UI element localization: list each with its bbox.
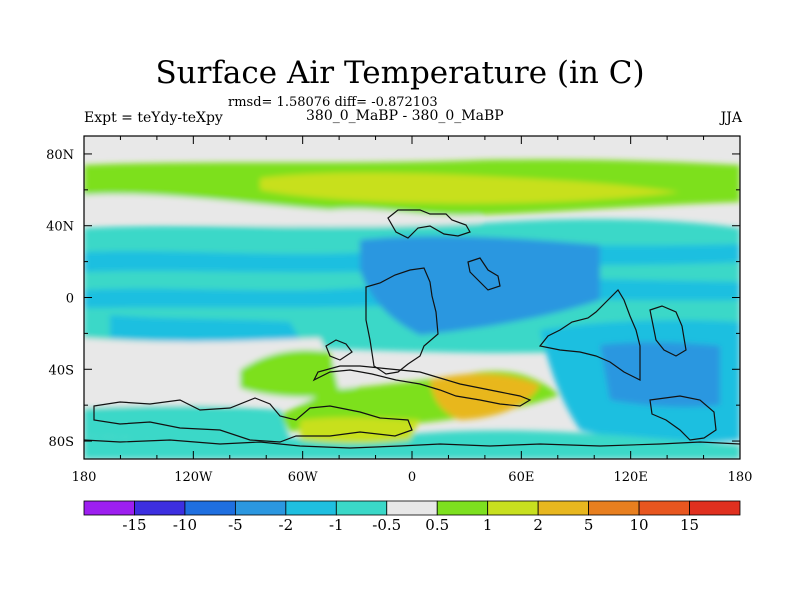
colorbar-swatch [184, 500, 236, 516]
y-tick-label: 80S [49, 435, 74, 450]
colorbar-swatch [588, 500, 640, 516]
colorbar-label: 1 [482, 516, 493, 534]
colorbar-swatch [83, 500, 135, 516]
x-tick-label: 180 [72, 470, 97, 485]
colorbar-swatch [436, 500, 489, 516]
colorbar [83, 500, 741, 516]
x-tick-label: 60W [288, 470, 319, 485]
x-tick-label: 60E [508, 470, 534, 485]
colorbar-label: 5 [583, 516, 594, 534]
colorbar-label: -10 [172, 516, 197, 534]
y-tick-label: 40S [49, 363, 74, 378]
case-label: 380_0_MaBP - 380_0_MaBP [306, 108, 504, 124]
colorbar-label: -2 [278, 516, 294, 534]
colorbar-swatch [689, 500, 741, 516]
experiment-label: Expt = teYdy-teXpy [84, 110, 223, 126]
y-tick-label: 80N [46, 148, 74, 163]
colorbar-swatch [285, 500, 337, 516]
y-tick-label: 40N [46, 220, 74, 235]
colorbar-label: -5 [228, 516, 243, 534]
temperature-field [84, 136, 740, 459]
colorbar-label: -1 [328, 516, 344, 534]
y-tick-label: 0 [66, 292, 74, 307]
y-axis: 80N 40N 0 40S 80S [46, 148, 740, 450]
colorbar-label: 2 [533, 516, 543, 534]
colorbar-swatch [335, 500, 388, 516]
colorbar-label: -0.5 [372, 516, 402, 534]
x-tick-label: 180 [728, 470, 753, 485]
x-axis: 180 120W 60W 0 60E 120E 180 [72, 136, 753, 485]
coastline-outlines [84, 209, 740, 449]
colorbar-label: -15 [122, 516, 147, 534]
season-label: JJA [720, 110, 742, 126]
chart-title: Surface Air Temperature (in C) [155, 55, 645, 91]
x-tick-label: 120W [174, 470, 213, 485]
x-tick-label: 120E [614, 470, 648, 485]
colorbar-swatch [487, 500, 539, 516]
colorbar-label: 0.5 [425, 516, 450, 534]
colorbar-swatch [537, 500, 590, 516]
colorbar-label: 10 [629, 516, 649, 534]
colorbar-swatch [134, 500, 186, 516]
colorbar-swatch [386, 500, 438, 516]
colorbar-label: 15 [679, 516, 700, 534]
colorbar-swatch [638, 500, 690, 516]
x-tick-label: 0 [408, 470, 416, 485]
colorbar-swatch [234, 500, 287, 516]
rmsd-diff-stats: rmsd= 1.58076 diff= -0.872103 [228, 95, 438, 110]
